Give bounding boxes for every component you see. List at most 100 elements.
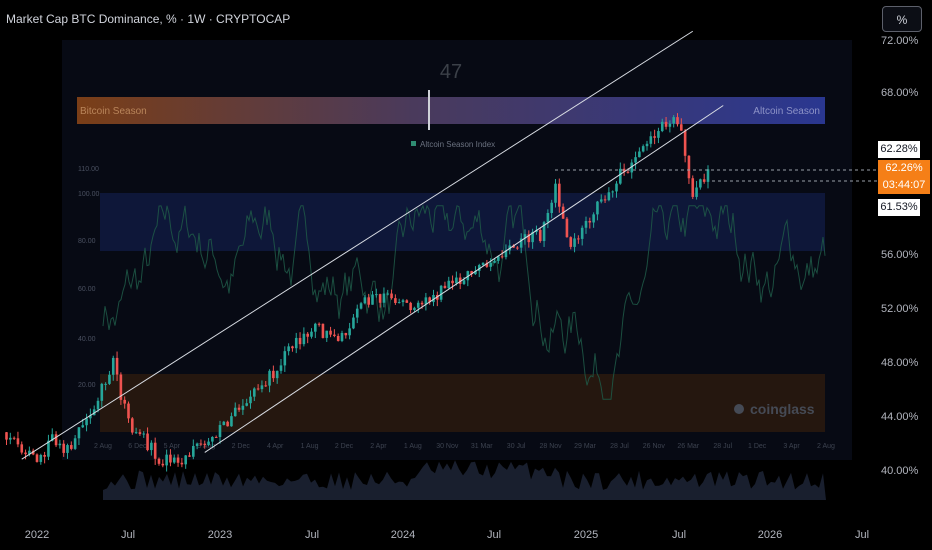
candle-body	[253, 388, 256, 397]
x-axis-tick: Jul	[487, 529, 501, 541]
candle-body	[20, 444, 24, 453]
candle-body	[310, 331, 313, 337]
overlay-axis-tick: 40.00	[78, 336, 96, 343]
candle-body	[451, 280, 454, 284]
candle-body	[584, 220, 588, 228]
candle-body	[359, 303, 363, 309]
candle-body	[237, 407, 241, 410]
candle-body	[355, 308, 359, 318]
candle-body	[325, 330, 329, 338]
overlay-date-tick: 4 Apr	[267, 443, 284, 450]
candle-body	[150, 442, 153, 451]
x-axis-tick: 2023	[208, 529, 232, 541]
candle-body	[73, 438, 77, 449]
overlay-date-tick: 1 Dec	[748, 443, 767, 450]
candle-body	[256, 388, 260, 390]
candle-body	[474, 270, 477, 275]
candle-body	[54, 434, 58, 446]
overlay-axis-tick: 110.00	[78, 166, 99, 173]
candle-body	[31, 450, 35, 455]
overlay-date-tick: 6 Dec	[128, 443, 147, 450]
candle-body	[485, 262, 489, 267]
x-axis-tick: 2022	[25, 529, 49, 541]
candle-body	[203, 443, 207, 446]
candle-body	[283, 351, 287, 366]
y-axis-tick: 56.00%	[881, 249, 919, 261]
overlay-date-tick: 28 Jul	[610, 443, 629, 450]
candle-body	[302, 333, 306, 345]
candle-body	[321, 323, 325, 338]
y-axis-tick: 68.00%	[881, 87, 919, 99]
season-gradient-bar	[77, 97, 825, 124]
overlay-date-tick: 28 Jul	[713, 443, 732, 450]
candle-body	[519, 238, 523, 248]
candle-body	[702, 179, 706, 182]
candle-body	[580, 227, 584, 239]
candle-body	[214, 436, 218, 438]
candle-body	[676, 117, 679, 125]
overlay-axis-tick: 80.00	[78, 238, 96, 245]
x-axis-tick: 2026	[758, 529, 782, 541]
overlay-date-tick: 2 Aug	[817, 443, 835, 450]
candle-body	[249, 396, 252, 404]
channel-lower-line	[204, 105, 724, 453]
candle-body	[333, 334, 336, 336]
legend-swatch	[411, 141, 416, 146]
candle-body	[706, 169, 710, 182]
candle-body	[660, 121, 664, 132]
candle-body	[653, 136, 656, 138]
x-axis-tick: Jul	[305, 529, 319, 541]
overlay-date-tick: 2 Apr	[370, 443, 387, 450]
candle-body	[626, 171, 630, 173]
bitseason-zone-band	[100, 374, 825, 432]
candle-body	[108, 374, 111, 384]
bitcoin-season-label: Bitcoin Season	[80, 106, 147, 117]
candle-body	[371, 294, 374, 305]
legend-label: Altcoin Season Index	[420, 140, 495, 149]
altseason-zone-band	[100, 193, 825, 251]
y-axis-tick: 48.00%	[881, 357, 919, 369]
candle-body	[439, 285, 443, 300]
candle-body	[527, 234, 531, 243]
candle-body	[134, 432, 138, 434]
candle-body	[85, 418, 88, 426]
candle-body	[607, 192, 611, 201]
candle-body	[394, 298, 397, 303]
candle-body	[192, 445, 195, 457]
price-countdown: 03:44:07	[878, 177, 930, 194]
candle-body	[211, 436, 214, 442]
candle-body	[378, 294, 382, 303]
candle-body	[104, 383, 107, 385]
candle-body	[9, 437, 12, 440]
candle-body	[375, 294, 378, 296]
candle-body	[458, 277, 462, 284]
candle-body	[169, 454, 172, 463]
unit-toggle-button[interactable]: %	[882, 6, 922, 32]
candle-body	[413, 307, 416, 310]
candle-body	[188, 455, 191, 457]
altcoin-season-label: Altcoin Season	[753, 106, 820, 117]
candle-body	[100, 383, 104, 401]
candle-body	[272, 370, 275, 379]
candle-body	[153, 442, 157, 459]
candle-body	[592, 214, 595, 223]
candle-body	[680, 124, 683, 131]
candle-body	[77, 427, 81, 439]
overlay-date-tick: 31 Mar	[471, 443, 493, 450]
candle-body	[447, 280, 451, 289]
candle-body	[294, 337, 298, 349]
chart-title: Market Cap BTC Dominance, % · 1W · CRYPT…	[6, 12, 291, 26]
candle-body	[432, 294, 435, 303]
candle-body	[538, 229, 542, 242]
candle-body	[62, 443, 65, 453]
overlay-axis-tick: 60.00	[78, 286, 96, 293]
overlay-date-tick: 26 Mar	[677, 443, 699, 450]
x-axis-tick: 2024	[391, 529, 415, 541]
overlay-date-tick: 1 Aug	[404, 443, 422, 450]
candle-body	[622, 168, 626, 172]
candle-body	[5, 432, 8, 440]
candle-body	[424, 297, 428, 305]
candle-body	[405, 300, 409, 303]
overlay-date-tick: 2 Aug	[94, 443, 112, 450]
